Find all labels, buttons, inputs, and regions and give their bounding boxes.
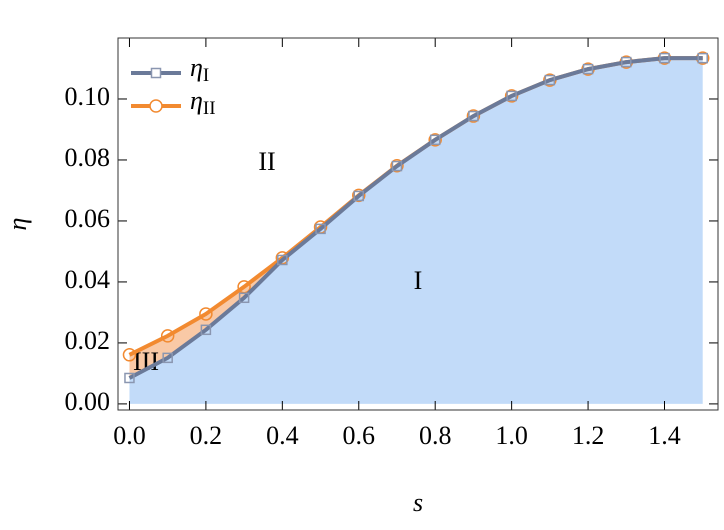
marker — [238, 292, 250, 304]
marker — [506, 90, 517, 102]
marker — [504, 89, 519, 103]
marker — [124, 372, 135, 384]
marker — [390, 159, 404, 173]
marker — [429, 134, 441, 146]
marker — [659, 52, 670, 64]
marker — [277, 254, 288, 266]
y-tick-label: 0.04 — [65, 265, 111, 294]
marker — [160, 329, 175, 343]
marker — [200, 324, 212, 336]
plot-frame — [117, 37, 719, 411]
marker — [122, 348, 137, 362]
x-axis-label: s — [413, 488, 423, 517]
x-tick-label: 0.2 — [190, 421, 223, 450]
marker — [162, 352, 173, 364]
marker — [621, 56, 632, 68]
region-label: I — [414, 266, 423, 295]
marker — [391, 160, 403, 172]
x-tick-label: 0.0 — [113, 421, 146, 450]
x-tick-label: 1.4 — [648, 421, 681, 450]
legend-text-main: η — [190, 86, 203, 115]
legend-text-main: η — [190, 53, 203, 82]
y-tick-label: 0.08 — [65, 143, 111, 172]
y-tick-label: 0.02 — [65, 326, 111, 355]
y-tick-label: 0.10 — [65, 82, 111, 111]
marker — [582, 63, 594, 75]
legend-label: ηII — [190, 86, 216, 119]
marker — [697, 52, 708, 64]
y-axis-label: η — [3, 218, 32, 231]
marker — [315, 223, 326, 235]
x-tick-label: 0.6 — [343, 421, 376, 450]
y-tick-label: 0.06 — [65, 204, 111, 233]
legend-marker — [149, 99, 163, 113]
marker — [544, 74, 556, 86]
marker — [466, 109, 481, 123]
marker — [199, 307, 213, 321]
marker — [428, 133, 442, 147]
legend-marker — [150, 67, 162, 79]
x-tick-label: 0.4 — [266, 421, 299, 450]
series-line — [128, 56, 703, 380]
x-tick-label: 1.2 — [572, 421, 605, 450]
legend-text-sub: I — [203, 65, 209, 86]
marker — [353, 190, 365, 202]
x-tick-label: 0.8 — [419, 421, 452, 450]
marker — [352, 188, 366, 203]
x-tick-label: 1.0 — [495, 421, 528, 450]
y-tick-label: 0.00 — [65, 387, 111, 416]
region-label: II — [258, 147, 275, 176]
legend-text-sub: II — [203, 98, 216, 119]
marker — [468, 110, 479, 122]
legend-label: ηI — [190, 53, 209, 86]
region-fill-lower — [129, 58, 703, 404]
